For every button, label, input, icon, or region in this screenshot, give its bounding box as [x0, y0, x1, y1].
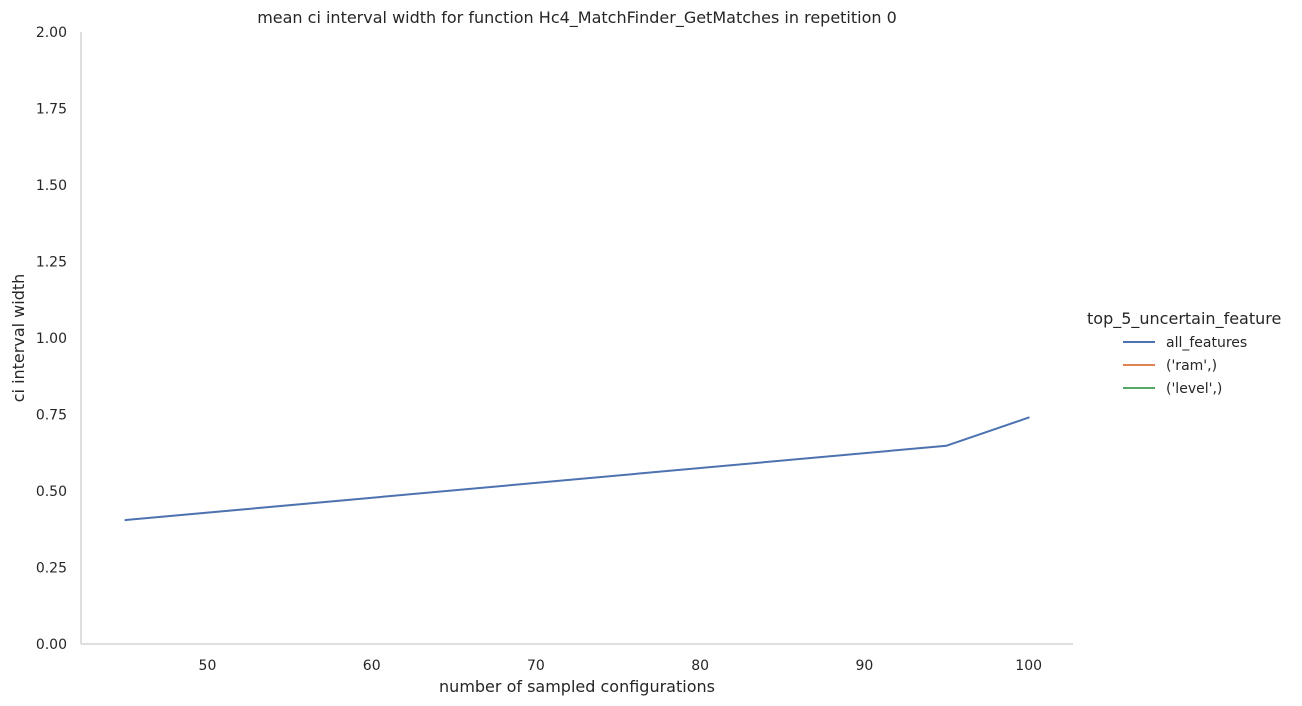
axes: 50 60 70 80 90 100 0.00 0.25 0.50 0.75 1.00 1.25 1.5… [36, 25, 1073, 674]
y-tick-label: 0.75 [36, 408, 67, 424]
y-tick-label: 0.00 [36, 637, 67, 653]
legend: top_5_uncertain_feature all_features ('ra… [1087, 309, 1281, 397]
legend-label: ('level',) [1166, 381, 1222, 397]
legend-label: all_features [1166, 335, 1247, 351]
x-tick-label: 50 [199, 658, 217, 674]
legend-label: ('ram',) [1166, 358, 1217, 374]
x-tick-label: 60 [363, 658, 381, 674]
y-axis-label: ci interval width [9, 274, 28, 403]
y-tick-label: 1.25 [36, 255, 67, 271]
x-tick-label: 90 [856, 658, 874, 674]
plot-area [124, 416, 1030, 522]
y-tick-label: 2.00 [36, 25, 67, 41]
x-axis-label: number of sampled configurations [439, 677, 715, 696]
chart-title: mean ci interval width for function Hc4_… [257, 8, 897, 28]
y-tick-label: 0.25 [36, 561, 67, 577]
x-tick-label: 70 [527, 658, 545, 674]
y-tick-label: 1.75 [36, 102, 67, 118]
y-tick-label: 1.50 [36, 178, 67, 194]
y-tick-label: 0.50 [36, 484, 67, 500]
x-tick-label: 100 [1015, 658, 1042, 674]
legend-title: top_5_uncertain_feature [1087, 309, 1281, 329]
y-tick-label: 1.00 [36, 331, 67, 347]
series-line-all-features [124, 416, 1030, 522]
x-tick-label: 80 [691, 658, 709, 674]
